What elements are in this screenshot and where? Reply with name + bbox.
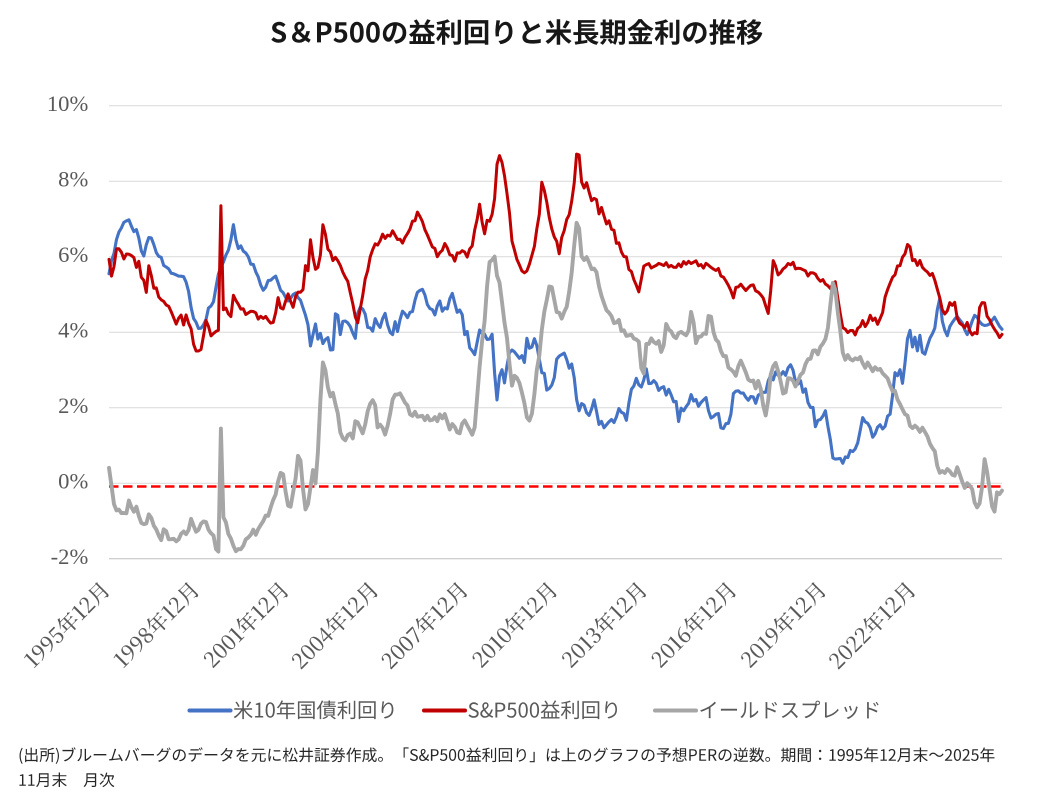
svg-text:-2%: -2%	[51, 544, 89, 569]
svg-text:2%: 2%	[58, 393, 88, 418]
svg-text:0%: 0%	[58, 468, 88, 493]
svg-text:8%: 8%	[58, 166, 88, 191]
svg-text:4%: 4%	[58, 317, 88, 342]
svg-text:10%: 10%	[47, 91, 89, 116]
svg-text:6%: 6%	[58, 242, 88, 267]
